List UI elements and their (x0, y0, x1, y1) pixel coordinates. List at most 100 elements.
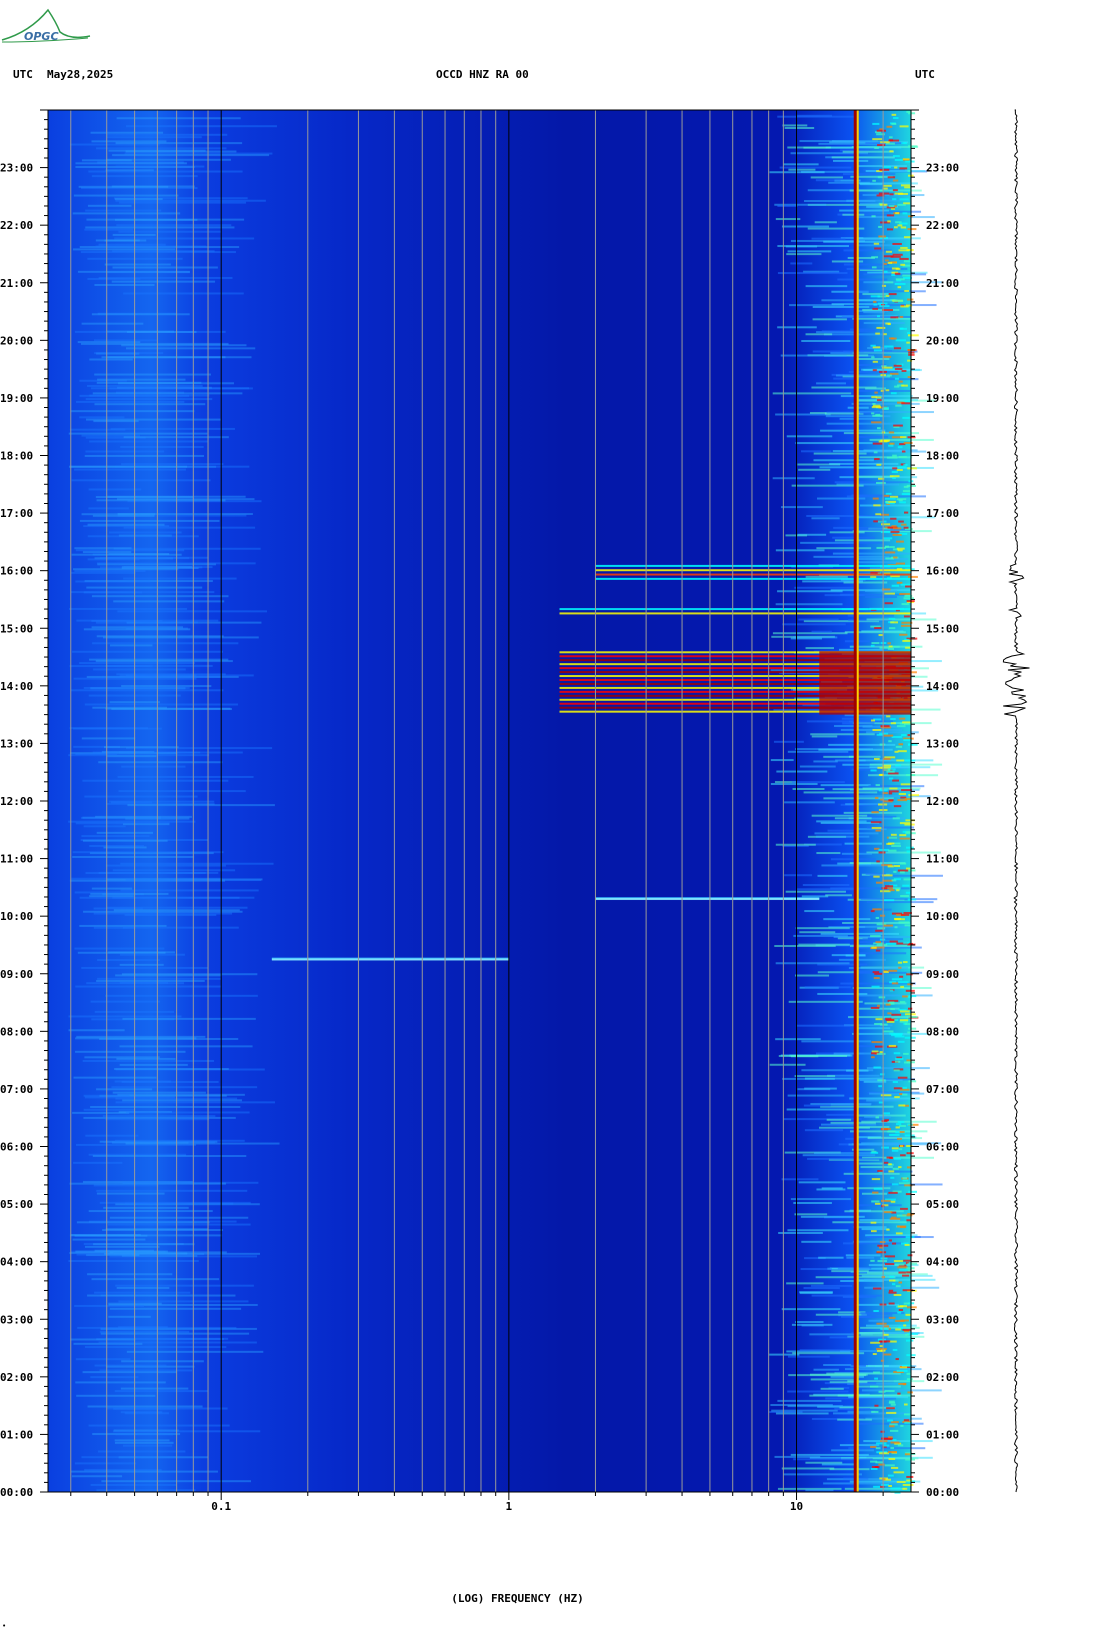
heatmap-texture-streak (119, 201, 247, 204)
heatmap-texture-streak (74, 1462, 137, 1465)
heatmap-band-noise (888, 1451, 897, 1454)
heatmap-band-noise (908, 743, 918, 746)
heatmap-texture-streak (102, 1229, 223, 1232)
opgc-logo: OPGC (0, 2, 95, 51)
heatmap-band-noise (891, 1421, 899, 1424)
heatmap-band-noise (905, 646, 911, 649)
heatmap-texture-streak (92, 553, 135, 556)
heatmap-band-noise (878, 477, 885, 480)
heatmap-band-noise (891, 1149, 899, 1152)
heatmap-band-noise (887, 1474, 894, 1477)
heatmap-highfreq-streak (845, 1254, 881, 1257)
heatmap-texture-streak (116, 117, 241, 120)
heatmap-band-noise (873, 1310, 879, 1313)
heatmap-band-noise (902, 1289, 914, 1292)
heatmap-band-noise (874, 972, 883, 975)
heatmap-band-noise (902, 1177, 908, 1180)
heatmap-band-noise (896, 1123, 902, 1126)
y-tick-label-right: 03:00 (926, 1313, 959, 1326)
heatmap-texture-streak (69, 1234, 223, 1237)
heatmap-band-noise (895, 562, 906, 565)
heatmap-texture-streak (88, 170, 243, 173)
heatmap-highfreq-streak (858, 237, 921, 240)
heatmap-texture-streak (116, 498, 255, 501)
heatmap-highfreq-streak (865, 1324, 917, 1327)
heatmap-band-noise (886, 715, 891, 718)
heatmap-texture-streak (100, 1327, 257, 1330)
heatmap-highfreq-streak (831, 954, 866, 957)
heatmap-band-noise (883, 184, 892, 187)
heatmap-texture-streak (121, 973, 258, 976)
heatmap-highfreq-streak (834, 539, 891, 542)
heatmap-band-noise (881, 1199, 891, 1202)
heatmap-band-noise (894, 865, 901, 868)
heatmap-texture-streak (96, 499, 226, 502)
heatmap-highfreq-streak (849, 1097, 920, 1100)
heatmap-texture-streak (71, 650, 223, 653)
heatmap-band-noise (877, 315, 881, 318)
heatmap-highfreq-streak (866, 901, 934, 904)
y-tick-label-left: 12:00 (0, 795, 33, 808)
heatmap-highfreq-streak (784, 1151, 841, 1154)
heatmap-texture-streak (90, 387, 250, 390)
heatmap-band-noise (897, 1392, 901, 1395)
heatmap-band-noise (903, 1104, 909, 1107)
heatmap-band-noise (870, 576, 877, 579)
heatmap-band-noise (895, 212, 899, 215)
heatmap-highfreq-streak (777, 204, 798, 207)
heatmap-highfreq-streak (866, 731, 919, 734)
heatmap-band-noise (896, 469, 903, 472)
heatmap-texture-streak (98, 243, 166, 246)
heatmap-band-noise (887, 374, 892, 377)
heatmap-band-noise (904, 638, 910, 641)
heatmap-band-noise (876, 194, 885, 197)
heatmap-texture-streak (113, 1407, 177, 1410)
y-tick-label-right: 11:00 (926, 853, 959, 866)
heatmap-highfreq-streak (843, 263, 889, 266)
heatmap-band-noise (889, 442, 895, 445)
heatmap-texture-streak (125, 627, 188, 630)
heatmap-highfreq-streak (854, 238, 908, 241)
heatmap-band-noise (871, 412, 875, 415)
heatmap-highfreq-streak (824, 412, 864, 415)
heatmap-highfreq-streak (798, 943, 850, 946)
heatmap-band-noise (907, 1031, 911, 1034)
heatmap-band-noise (883, 1478, 891, 1481)
heatmap-texture-streak (115, 1203, 260, 1206)
heatmap-band-noise (884, 1211, 893, 1214)
heatmap-highfreq-streak (803, 270, 840, 273)
heatmap-band-noise (896, 540, 904, 543)
heatmap-texture-streak (120, 445, 204, 448)
heatmap-band-noise (883, 899, 895, 902)
heatmap-band-noise (880, 1094, 892, 1097)
heatmap-band-noise (896, 279, 902, 282)
heatmap-highfreq-streak (795, 442, 873, 445)
heatmap-highfreq-streak (863, 210, 922, 213)
heatmap-band-noise (880, 725, 890, 728)
heatmap-texture-streak (118, 1456, 209, 1459)
event-streak (559, 608, 911, 611)
heatmap-highfreq-streak (855, 1204, 902, 1207)
heatmap-band-noise (901, 142, 907, 145)
heatmap-highfreq-streak (775, 603, 843, 606)
heatmap-texture-streak (81, 835, 150, 838)
heatmap-texture-streak (123, 292, 244, 295)
heatmap-band-noise (872, 1191, 879, 1194)
heatmap-texture-streak (84, 1468, 162, 1471)
heatmap-band-noise (876, 481, 886, 484)
heatmap-texture-streak (103, 746, 179, 749)
event-streak (271, 958, 509, 961)
heatmap-band-noise (872, 442, 883, 445)
heatmap-highfreq-streak (843, 1024, 893, 1027)
event-streak (595, 898, 820, 901)
y-tick-label-right: 19:00 (926, 392, 959, 405)
heatmap-texture-streak (109, 387, 253, 390)
heatmap-texture-streak (106, 802, 215, 805)
heatmap-band-noise (896, 942, 908, 945)
heatmap-highfreq-streak (775, 218, 801, 221)
heatmap-band-noise (874, 1202, 881, 1205)
heatmap-band-noise (871, 1041, 883, 1044)
heatmap-texture-streak (68, 1015, 182, 1018)
heatmap-highfreq-streak (854, 1114, 906, 1117)
heatmap-texture-streak (74, 547, 132, 550)
